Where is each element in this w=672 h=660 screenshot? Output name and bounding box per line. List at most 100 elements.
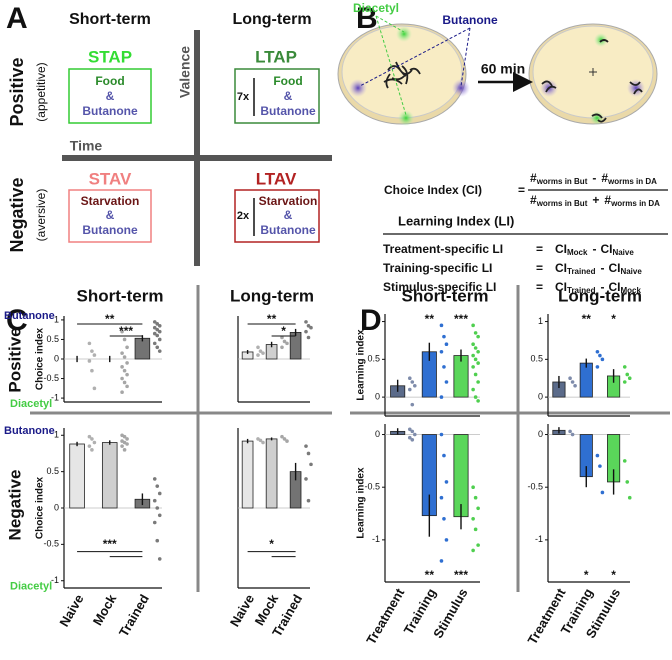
panel-letter: B <box>356 2 378 35</box>
li-equals: = <box>536 280 543 294</box>
data-point <box>439 559 444 563</box>
data-point <box>473 395 478 399</box>
significance: * <box>611 312 616 326</box>
paradigm-box <box>234 68 320 124</box>
data-point <box>473 357 478 362</box>
data-point <box>473 495 478 500</box>
data-point <box>595 453 600 458</box>
term: worms in DA <box>610 199 660 208</box>
row-note: (aversive) <box>34 189 48 242</box>
x-tick-label: Treatment <box>524 585 568 647</box>
data-point <box>152 331 157 336</box>
x-tick-label: Trained <box>116 592 152 640</box>
row-label: Positive <box>5 327 24 392</box>
operator: - <box>592 171 596 185</box>
data-point <box>442 453 446 458</box>
paradigm-line: & <box>284 208 293 222</box>
odor-label: Butanone <box>4 425 55 437</box>
symbol: CI <box>555 242 567 256</box>
data-point <box>155 484 160 488</box>
panel-letter: D <box>360 304 382 337</box>
y-tick-label: 0.5 <box>367 354 380 364</box>
y-tick-label: 1 <box>54 430 59 440</box>
data-point <box>120 351 124 355</box>
repeat-count: 2x <box>237 210 250 222</box>
bar <box>241 440 254 509</box>
data-point <box>568 376 572 381</box>
data-point <box>125 345 129 350</box>
data-point <box>258 349 263 353</box>
bar <box>69 443 85 509</box>
term: worms in But <box>536 199 588 208</box>
table-title: Learning Index (LI) <box>398 213 514 228</box>
bar <box>101 442 118 509</box>
bar <box>579 362 593 398</box>
x-tick-label: Mock <box>90 591 120 628</box>
data-point <box>476 506 480 511</box>
petri-dish <box>337 23 470 126</box>
data-point <box>600 490 605 495</box>
y-tick-label: 0.5 <box>46 466 59 476</box>
data-point <box>87 444 92 448</box>
data-point <box>152 320 157 324</box>
bar <box>453 355 469 398</box>
column-header: Long-term <box>230 286 314 305</box>
y-tick-label: 0 <box>538 429 543 439</box>
li-formula: CITrained - CINaive <box>555 261 642 276</box>
y-tick-label: -0.5 <box>43 539 59 549</box>
formula-denominator: #worms in But + #worms in DA <box>530 193 660 208</box>
data-point <box>407 435 412 440</box>
data-point <box>122 380 127 385</box>
y-axis-label: Choice index <box>35 476 46 539</box>
data-point <box>120 365 124 369</box>
data-point <box>152 341 157 346</box>
data-point <box>570 380 575 384</box>
symbol: # <box>601 171 608 185</box>
group: Trained <box>567 286 596 295</box>
paradigm-box <box>68 68 152 124</box>
column-header: Long-term <box>558 286 642 305</box>
data-point <box>473 346 478 350</box>
data-point <box>122 355 127 359</box>
odor-label: Diacetyl <box>10 581 52 593</box>
data-point <box>122 448 127 452</box>
data-point <box>261 351 265 355</box>
data-point <box>90 368 94 373</box>
term: worms in But <box>536 177 588 186</box>
data-point <box>598 464 602 468</box>
formula-numerator: #worms in But - #worms in DA <box>530 171 657 186</box>
data-point <box>625 480 630 484</box>
y-tick-label: 0 <box>538 391 543 401</box>
paradigm-line: & <box>284 89 293 103</box>
paradigm-line: Butanone <box>82 223 138 237</box>
axis-label: Valence <box>177 46 193 98</box>
paradigm-box <box>68 189 152 243</box>
odor-label: Butanone <box>4 310 55 322</box>
y-tick-label: 1 <box>538 316 543 326</box>
data-point <box>92 353 97 357</box>
data-point <box>258 438 263 443</box>
data-point <box>309 325 313 330</box>
data-point <box>155 538 160 543</box>
data-point <box>627 376 632 381</box>
paradigm-line: Butanone <box>82 104 138 118</box>
odor-label: Butanone <box>442 13 498 27</box>
data-point <box>471 387 475 392</box>
data-point <box>157 337 162 342</box>
data-point <box>304 477 308 481</box>
data-point <box>471 365 475 369</box>
data-point <box>155 327 160 332</box>
odor-pointer <box>359 27 471 87</box>
row-label: Positive <box>7 57 27 126</box>
data-point <box>125 372 129 377</box>
significance: * <box>281 324 286 338</box>
li-name: Treatment-specific LI <box>383 242 503 256</box>
symbol: # <box>530 171 537 185</box>
data-point <box>476 361 480 365</box>
significance: * <box>584 568 589 582</box>
li-formula: CITrained - CIMock <box>555 280 641 295</box>
data-point <box>304 444 308 448</box>
data-point <box>125 384 129 389</box>
